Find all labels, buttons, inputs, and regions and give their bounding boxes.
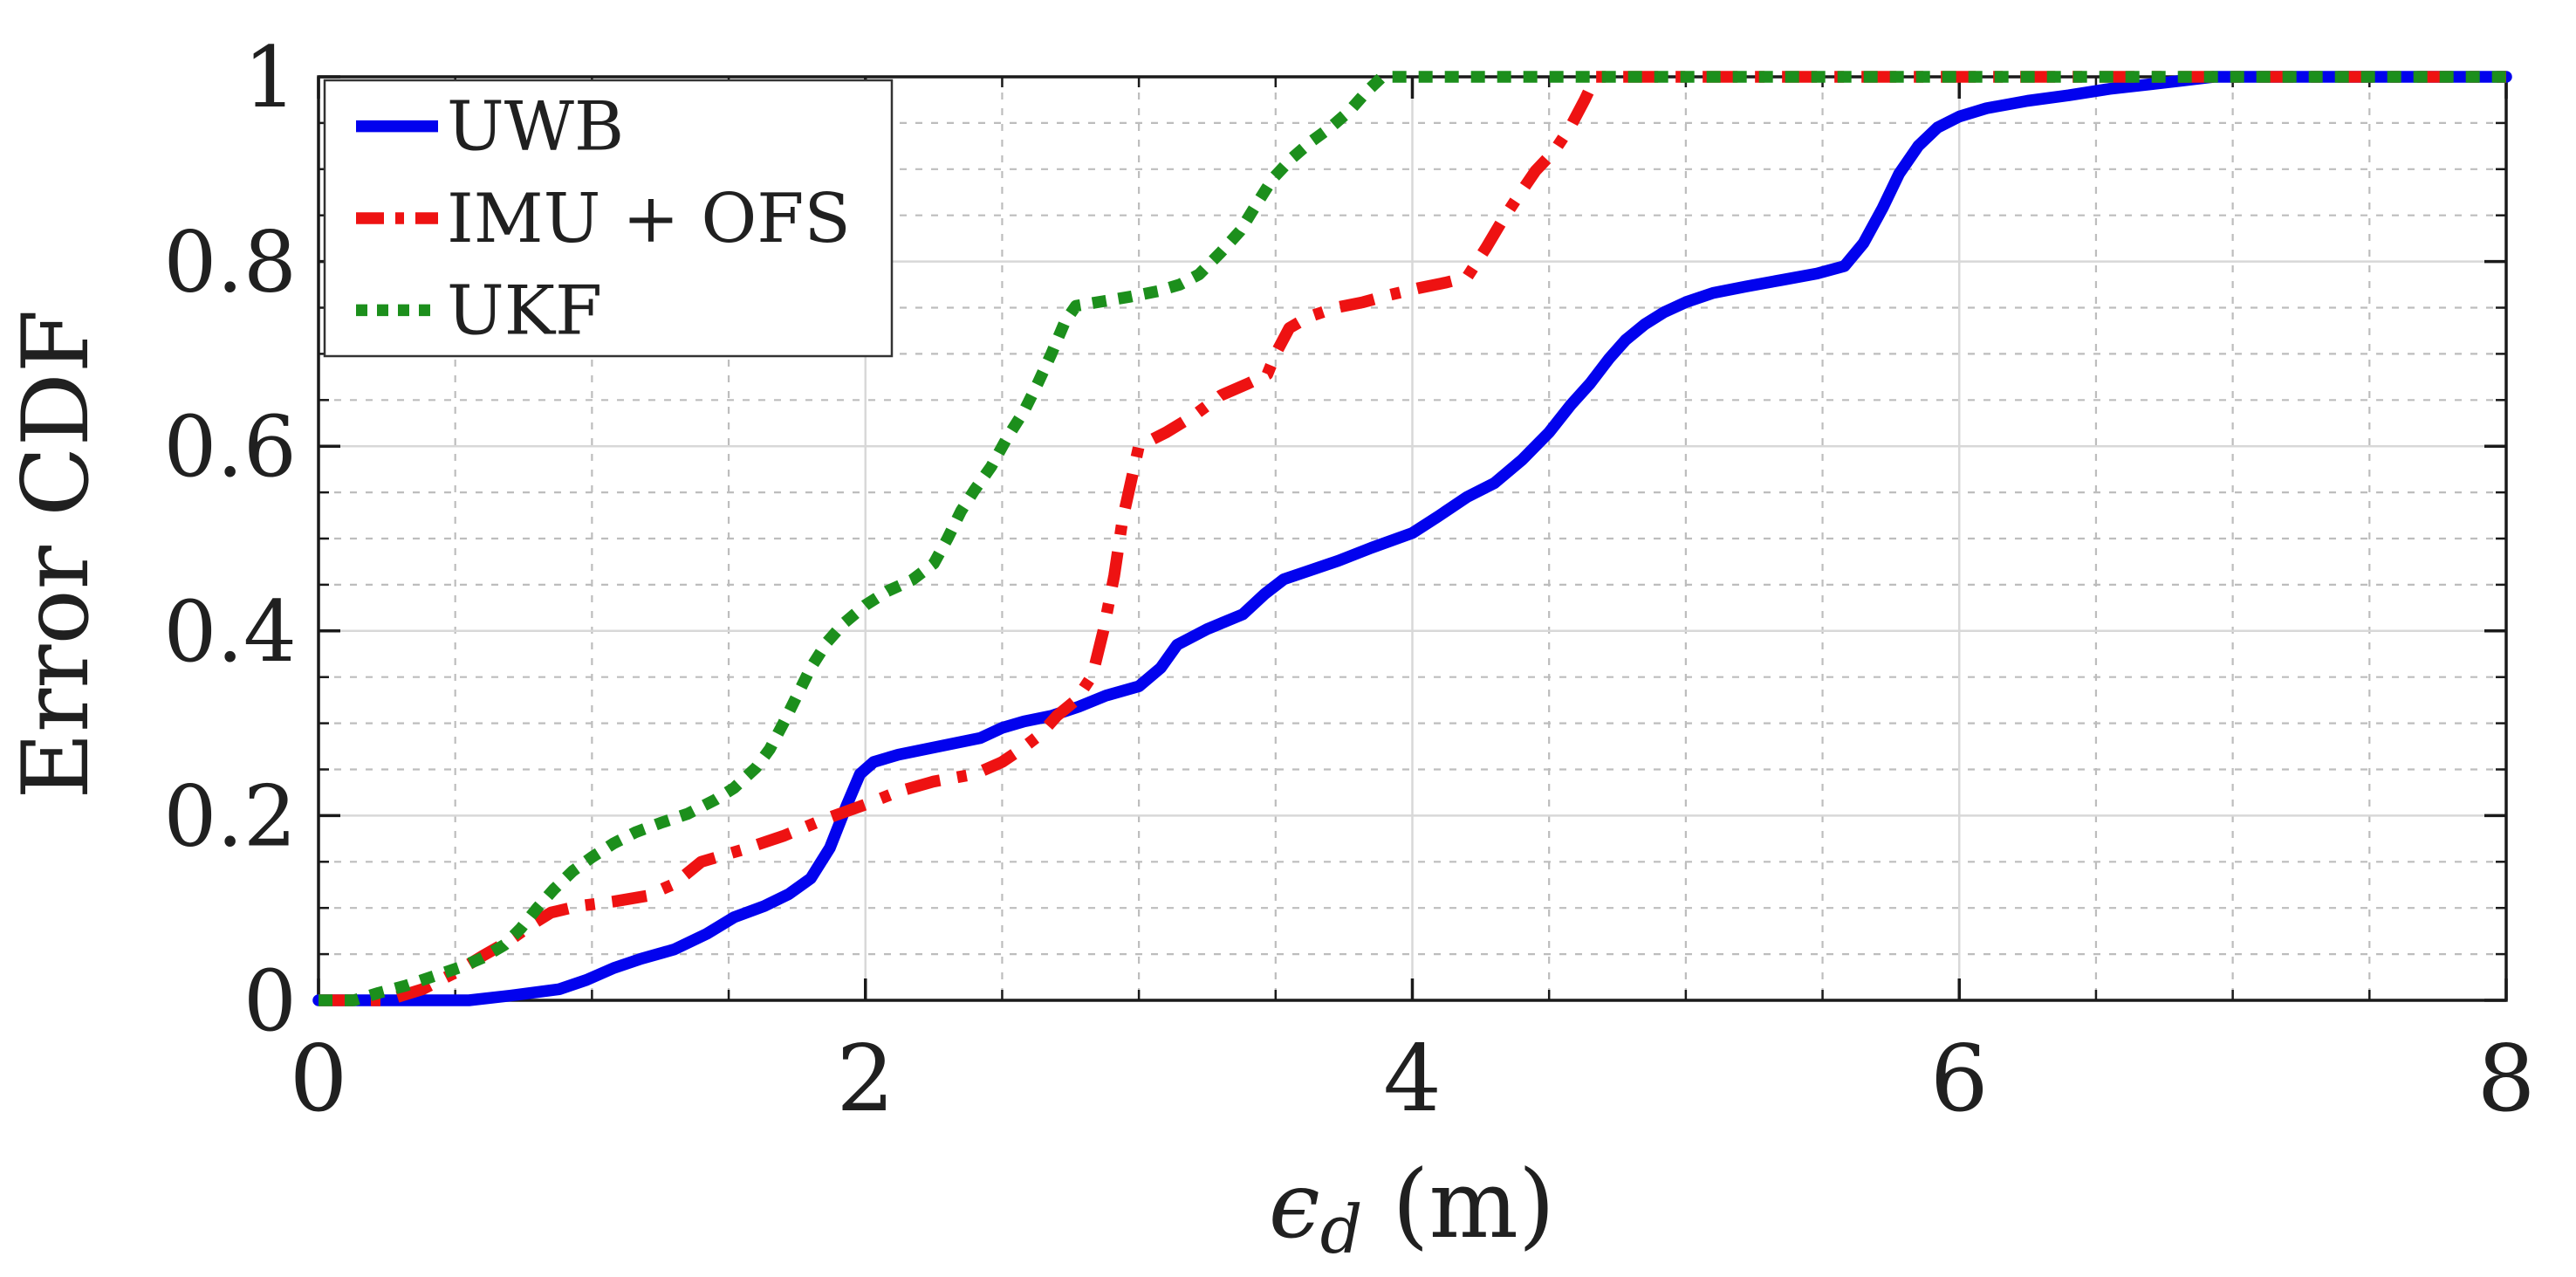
series-ukf xyxy=(319,71,2506,1006)
legend-label-ukf: UKF xyxy=(447,271,602,350)
x-axis-label-unit: (m) xyxy=(1392,1150,1555,1260)
series-imu-ofs xyxy=(319,71,2506,1006)
y-tick-label: 0.2 xyxy=(163,767,297,865)
x-tick-label: 2 xyxy=(836,1026,894,1132)
x-tick-labels: 0 2 4 6 8 xyxy=(290,1026,2536,1132)
x-tick-label: 8 xyxy=(2477,1026,2536,1132)
y-tick-label: 0.6 xyxy=(163,398,297,496)
x-axis-label-symbol: ϵ xyxy=(1269,1152,1320,1259)
y-tick-label: 1 xyxy=(243,29,297,127)
x-axis-label: ϵd (m) xyxy=(1269,1150,1555,1268)
legend: UWB IMU + OFS UKF xyxy=(323,79,894,358)
y-tick-label: 0 xyxy=(243,952,297,1050)
y-tick-label: 0.8 xyxy=(163,214,297,312)
y-tick-labels: 0 0.2 0.4 0.6 0.8 1 xyxy=(163,29,297,1050)
x-tick-label: 6 xyxy=(1930,1026,1989,1132)
legend-label-uwb: UWB xyxy=(447,88,624,167)
curves xyxy=(312,71,2512,1006)
legend-label-imu-ofs: IMU + OFS xyxy=(447,180,851,258)
series-uwb xyxy=(312,71,2512,1006)
y-axis-label: Error CDF xyxy=(3,309,109,799)
y-tick-label: 0.4 xyxy=(163,583,297,681)
x-tick-label: 4 xyxy=(1383,1026,1442,1132)
x-tick-label: 0 xyxy=(290,1026,348,1132)
x-axis-label-subscript: d xyxy=(1320,1191,1363,1268)
